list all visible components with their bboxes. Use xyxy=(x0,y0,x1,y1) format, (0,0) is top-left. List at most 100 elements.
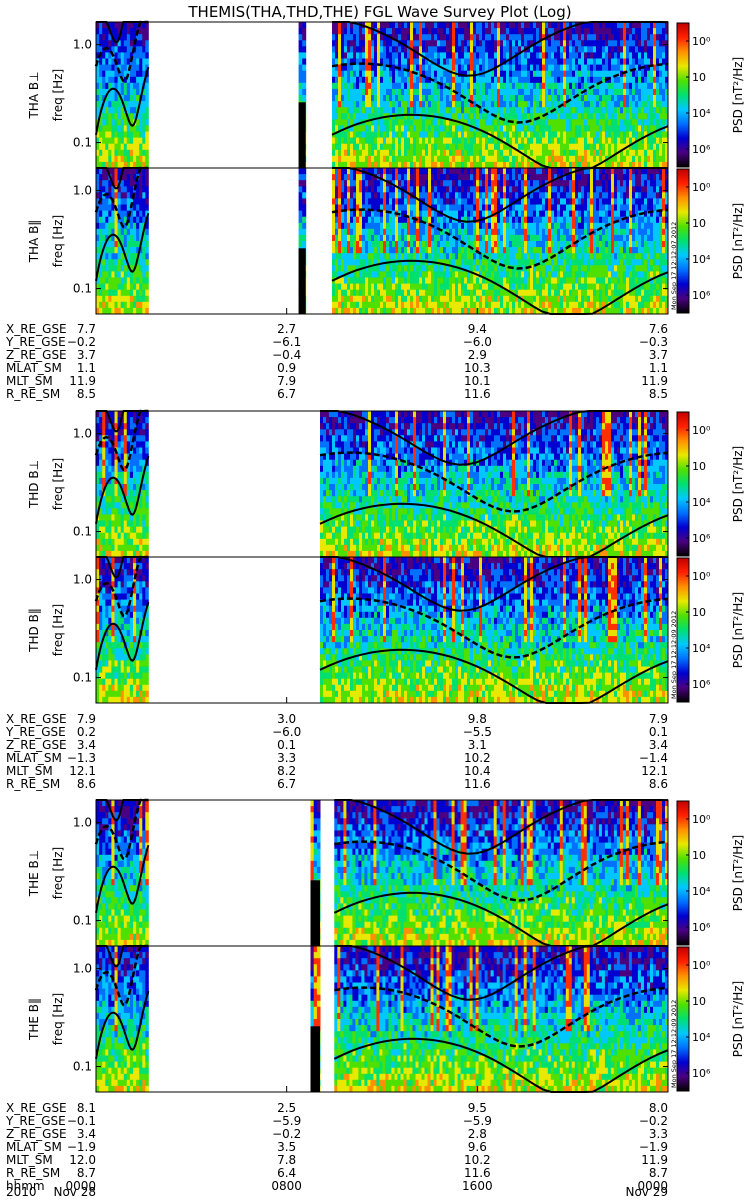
colorbar: 10⁶ 10⁴ 10⁲ 10⁰ PSD [nT²/Hz] xyxy=(677,801,745,945)
y-tick-label: 1.0 xyxy=(73,184,92,198)
ephemeris-row-label: Z_RE_GSE xyxy=(6,738,67,752)
spectrogram-panel-thd-par: 0.1 1.0 THD B‖ freq [Hz] xyxy=(27,557,668,703)
ephemeris-value: −5.9 xyxy=(272,1114,301,1128)
y-tick-label: 0.1 xyxy=(73,136,92,150)
low-frequency-burst xyxy=(299,248,306,314)
colorbar-label: PSD [nT²/Hz] xyxy=(731,203,745,279)
colorbar-tick-label: 10⁲ xyxy=(692,217,706,230)
ephemeris-value: 3.4 xyxy=(77,1127,96,1141)
ephemeris-value: 12.0 xyxy=(69,1153,96,1167)
generation-timestamp: Mon Sep 17 12:12:09 2012 xyxy=(670,611,678,699)
spectrogram-panel-tha-par: 0.1 1.0 THA B‖ freq [Hz] xyxy=(27,168,668,314)
ephemeris-value: 10.2 xyxy=(464,751,491,765)
panel-ylabel-units: freq [Hz] xyxy=(51,847,65,899)
ephemeris-value: 8.6 xyxy=(649,777,668,791)
panel-ylabel: THE B‖ xyxy=(27,998,41,1041)
y-tick-label: 0.1 xyxy=(73,1060,92,1074)
ephemeris-value: −6.1 xyxy=(272,335,301,349)
date-label: Nov 29 xyxy=(625,1185,668,1199)
ephemeris-row-label: Z_RE_GSE xyxy=(6,348,67,362)
ephemeris-value: 2.8 xyxy=(468,1127,487,1141)
panel-ylabel: THD B‖ xyxy=(27,608,41,653)
spectrogram-block xyxy=(332,22,668,168)
colorbar-tick-label: 10⁲ xyxy=(692,460,706,473)
ephemeris-row-label: MLAT_SM xyxy=(6,361,62,375)
ephemeris-value: −0.4 xyxy=(272,348,301,362)
ephemeris-value: 12.1 xyxy=(69,764,96,778)
ephemeris-value: 11.6 xyxy=(464,387,491,401)
colorbar-label: PSD [nT²/Hz] xyxy=(731,446,745,522)
y-tick-label: 0.1 xyxy=(73,914,92,928)
ephemeris-value: 2.9 xyxy=(468,348,487,362)
spectrogram-block xyxy=(334,800,668,946)
spectrogram-block xyxy=(334,946,668,1092)
colorbar-tick-label: 10⁰ xyxy=(692,959,711,972)
generation-timestamp: Mon Sep 17 12:12:07 2012 xyxy=(670,222,678,310)
colorbar: 10⁶ 10⁴ 10⁲ 10⁰ PSD [nT²/Hz] xyxy=(677,412,745,556)
ephemeris-value: 7.9 xyxy=(77,712,96,726)
low-frequency-burst xyxy=(311,880,321,946)
ephemeris-value: −6.0 xyxy=(463,335,492,349)
y-tick-label: 1.0 xyxy=(73,427,92,441)
ephemeris-value: −0.1 xyxy=(67,1114,96,1128)
panel-ylabel: THA B⊥ xyxy=(27,71,41,119)
y-tick-label: 0.1 xyxy=(73,282,92,296)
ephemeris-value: 8.5 xyxy=(649,387,668,401)
ephemeris-row-label: R_RE_SM xyxy=(6,1166,60,1180)
ephemeris-row-label: X_RE_GSE xyxy=(6,712,67,726)
ephemeris-value: 9.6 xyxy=(468,1140,487,1154)
ephemeris-value: 0.1 xyxy=(277,738,296,752)
spectrogram-panel-tha-perp: 0.1 1.0 THA B⊥ freq [Hz] xyxy=(27,22,668,168)
panel-ylabel-units: freq [Hz] xyxy=(51,215,65,267)
panel-ylabel-units: freq [Hz] xyxy=(51,458,65,510)
ephemeris-value: 6.7 xyxy=(277,387,296,401)
ephemeris-row-label: MLAT_SM xyxy=(6,751,62,765)
ephemeris-value: 9.5 xyxy=(468,1101,487,1115)
colorbar-tick-label: 10⁶ xyxy=(692,532,711,545)
ephemeris-row-label: MLT_SM xyxy=(6,1153,53,1167)
ephemeris-value: 12.1 xyxy=(641,764,668,778)
colorbar-label: PSD [nT²/Hz] xyxy=(731,57,745,133)
ephemeris-value: 9.4 xyxy=(468,322,487,336)
ephemeris-value: 0.2 xyxy=(77,725,96,739)
ephemeris-value: −1.4 xyxy=(639,751,668,765)
y-tick-label: 1.0 xyxy=(73,573,92,587)
ephemeris-value: 3.4 xyxy=(649,738,668,752)
y-tick-label: 0.1 xyxy=(73,671,92,685)
panel-ylabel: THA B‖ xyxy=(27,220,41,264)
ephemeris-row-label: Y_RE_GSE xyxy=(5,725,66,739)
colorbar-tick-label: 10⁰ xyxy=(692,570,711,583)
ephemeris-value: 3.7 xyxy=(77,348,96,362)
ephemeris-value: 3.1 xyxy=(468,738,487,752)
figure-title: THEMIS(THA,THD,THE) FGL Wave Survey Plot… xyxy=(187,3,571,21)
panel-ylabel-units: freq [Hz] xyxy=(51,69,65,121)
ephemeris-value: 3.3 xyxy=(649,1127,668,1141)
ephemeris-value: 8.2 xyxy=(277,764,296,778)
ephemeris-value: 1.1 xyxy=(77,361,96,375)
spectrogram-block xyxy=(320,411,668,557)
colorbar-tick-label: 10⁶ xyxy=(692,143,711,156)
ephemeris-value: 0.1 xyxy=(649,725,668,739)
colorbar-tick-label: 10⁰ xyxy=(692,35,711,48)
ephemeris-value: 8.0 xyxy=(649,1101,668,1115)
ephemeris-value: 2.5 xyxy=(277,1101,296,1115)
colorbar-tick-label: 10⁲ xyxy=(692,71,706,84)
ephemeris-row-label: X_RE_GSE xyxy=(6,1101,67,1115)
ephemeris-value: 11.9 xyxy=(641,1153,668,1167)
ephemeris-value: 3.5 xyxy=(277,1140,296,1154)
colorbar-tick-label: 10⁶ xyxy=(692,1067,711,1080)
colorbar-tick-label: 10⁴ xyxy=(692,496,711,509)
ephemeris-value: 10.4 xyxy=(464,764,491,778)
colorbar-label: PSD [nT²/Hz] xyxy=(731,592,745,668)
ephemeris-value: 3.7 xyxy=(649,348,668,362)
ephemeris-value: 8.6 xyxy=(77,777,96,791)
colorbar-tick-label: 10⁴ xyxy=(692,107,711,120)
spectrogram-block xyxy=(320,557,668,703)
spectrogram-block xyxy=(332,168,668,314)
colorbar-tick-label: 10⁲ xyxy=(692,849,706,862)
y-tick-label: 0.1 xyxy=(73,525,92,539)
ephemeris-value: 7.9 xyxy=(277,374,296,388)
ephemeris-value: 1600 xyxy=(462,1179,493,1193)
ephemeris-row-label: R_RE_SM xyxy=(6,777,60,791)
ephemeris-value: 7.9 xyxy=(649,712,668,726)
